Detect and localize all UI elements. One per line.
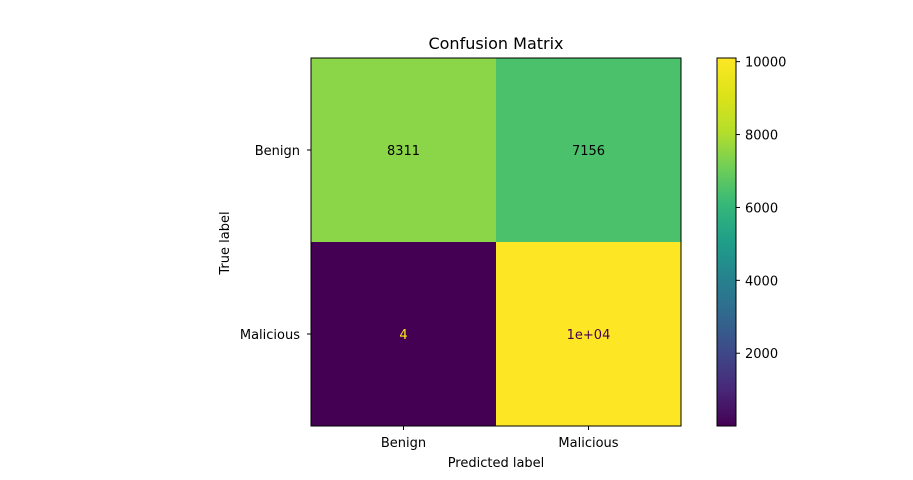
matrix-cell <box>496 58 681 242</box>
colorbar-tick-label: 10000 <box>745 56 786 71</box>
y-axis-label: True label <box>218 211 233 275</box>
y-axis-ticks: Benign Malicious <box>240 144 311 343</box>
matrix-cell <box>311 58 496 242</box>
y-tick-label: Malicious <box>240 328 300 343</box>
x-tick-label: Benign <box>381 436 426 451</box>
matrix-cell <box>496 242 681 426</box>
cell-value-label: 8311 <box>387 144 420 159</box>
colorbar <box>716 57 737 427</box>
colorbar-tick-label: 4000 <box>745 274 778 289</box>
matrix-cell <box>311 242 496 426</box>
colorbar-ticks: 2000 4000 6000 8000 10000 <box>736 56 786 362</box>
cell-value-label: 7156 <box>572 144 605 159</box>
colorbar-tick-label: 2000 <box>745 347 778 362</box>
cell-value-label: 4 <box>399 328 407 343</box>
chart-title: Confusion Matrix <box>428 34 563 53</box>
colorbar-tick-label: 6000 <box>745 201 778 216</box>
colorbar-tick-label: 8000 <box>745 129 778 144</box>
y-tick-label: Benign <box>255 144 300 159</box>
cell-value-label: 1e+04 <box>567 328 611 343</box>
x-tick-label: Malicious <box>558 436 618 451</box>
matrix-cells: 8311 7156 4 1e+04 <box>311 58 681 426</box>
x-axis-label: Predicted label <box>448 456 545 471</box>
x-axis-ticks: Benign Malicious <box>381 426 619 451</box>
matrix-frame <box>310 57 682 427</box>
